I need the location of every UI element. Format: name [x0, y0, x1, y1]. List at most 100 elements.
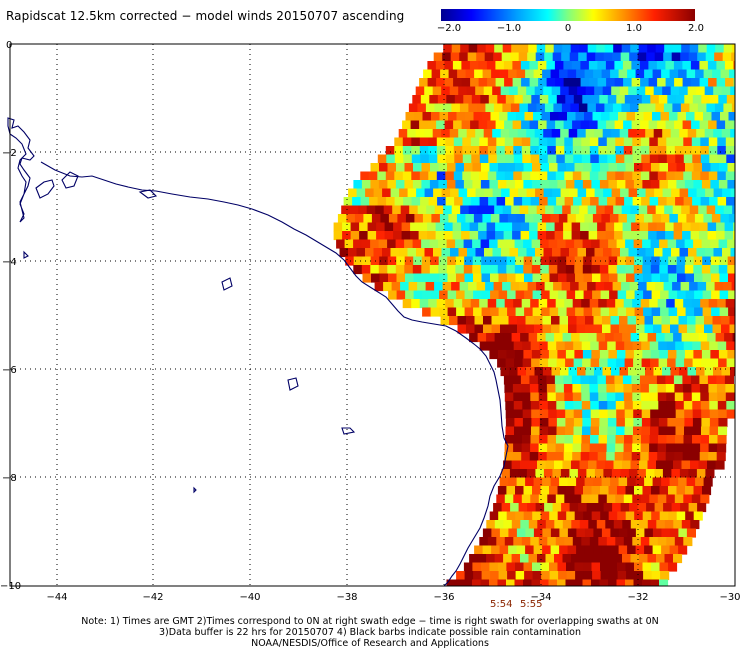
swath-cell [715, 205, 725, 215]
swath-cell [513, 171, 523, 181]
swath-cell [614, 61, 624, 71]
swath-cell [353, 265, 363, 275]
swath-cell [592, 307, 602, 317]
swath-cell [543, 367, 553, 377]
swath-cell [542, 477, 552, 487]
swath-cell [522, 426, 532, 436]
swath-cell [499, 545, 509, 555]
swath-cell [523, 486, 533, 496]
swath-cell [666, 401, 676, 411]
swath-cell [690, 222, 700, 232]
swath-cell [593, 528, 603, 538]
swath-cell [387, 163, 397, 173]
swath-cell [489, 239, 499, 249]
swath-cell [554, 460, 564, 470]
swath-cell [601, 69, 611, 79]
swath-cell [675, 154, 685, 164]
swath-cell [473, 214, 483, 224]
swath-cell [639, 375, 649, 385]
swath-cell [615, 443, 625, 453]
coastline [7, 117, 509, 587]
swath-cell [558, 571, 568, 581]
swath-cell [528, 460, 538, 470]
swath-cell [387, 256, 397, 266]
swath-cell [566, 562, 576, 572]
swath-cell [663, 503, 673, 513]
swath-cell [657, 494, 667, 504]
swath-cell [688, 469, 698, 479]
swath-cell [532, 562, 542, 572]
swath-cell [626, 273, 636, 283]
swath-cell [656, 61, 666, 71]
swath-cell [575, 571, 585, 581]
swath-cell [403, 154, 413, 164]
swath-cell [567, 69, 577, 79]
swath-cell [685, 307, 695, 317]
swath-cell [445, 299, 455, 309]
swath-cell [624, 95, 634, 105]
footer-credit: NOAA/NESDIS/Office of Research and Appli… [251, 638, 489, 649]
swath-cell [641, 409, 651, 419]
swath-cell [713, 367, 723, 377]
swath-cell [452, 231, 462, 241]
swath-cell [542, 545, 552, 555]
swath-cell [700, 154, 710, 164]
swath-cell [651, 290, 661, 300]
swath-cell [588, 520, 598, 530]
swath-cell [634, 273, 644, 283]
swath-cell [502, 282, 512, 292]
swath-cell [518, 188, 528, 198]
swath-cell [558, 273, 568, 283]
swath-cell [624, 426, 634, 436]
swath-cell [503, 460, 513, 470]
swath-cell [598, 443, 608, 453]
swath-cell [487, 120, 497, 130]
swath-cell [491, 324, 501, 334]
swath-cell [700, 401, 710, 411]
swath-cell [679, 129, 689, 139]
swath-cell [427, 61, 437, 71]
swath-cell [547, 154, 557, 164]
swath-cell [716, 61, 726, 71]
swath-cell [583, 486, 593, 496]
swath-cell [499, 69, 509, 79]
swath-cell [623, 443, 633, 453]
swath-cell [489, 562, 499, 572]
swath-cell [601, 477, 611, 487]
swath-cell [661, 69, 671, 79]
swath-cell [428, 146, 438, 156]
swath-cell [607, 154, 617, 164]
swath-cell [574, 163, 584, 173]
swath-cell [512, 384, 522, 394]
swath-cell [468, 44, 478, 54]
swath-cell [672, 103, 682, 113]
swath-cell [616, 350, 626, 360]
swath-cell [699, 222, 709, 232]
swath-cell [342, 222, 352, 232]
swath-cell [376, 222, 386, 232]
swath-cell [443, 44, 453, 54]
swath-cell [481, 273, 491, 283]
swath-cell [549, 486, 559, 496]
swath-cell [613, 44, 623, 54]
swath-cell [683, 443, 693, 453]
swath-cell [556, 409, 566, 419]
swath-cell [644, 316, 654, 326]
swath-cell [572, 171, 582, 181]
swath-cell [571, 460, 581, 470]
swath-cell [598, 299, 608, 309]
swath-cell [398, 129, 408, 139]
swath-cell [576, 324, 586, 334]
swath-cell [487, 146, 497, 156]
swath-cell [616, 418, 626, 428]
swath-cell [657, 452, 667, 462]
swath-cell [590, 409, 600, 419]
swath-cell [446, 95, 456, 105]
swath-cell [482, 69, 492, 79]
swath-cell [714, 103, 724, 113]
swath-cell [582, 409, 592, 419]
swath-cell [461, 78, 471, 88]
swath-cell [617, 273, 627, 283]
swath-cell [541, 571, 551, 581]
swath-cell [606, 452, 616, 462]
